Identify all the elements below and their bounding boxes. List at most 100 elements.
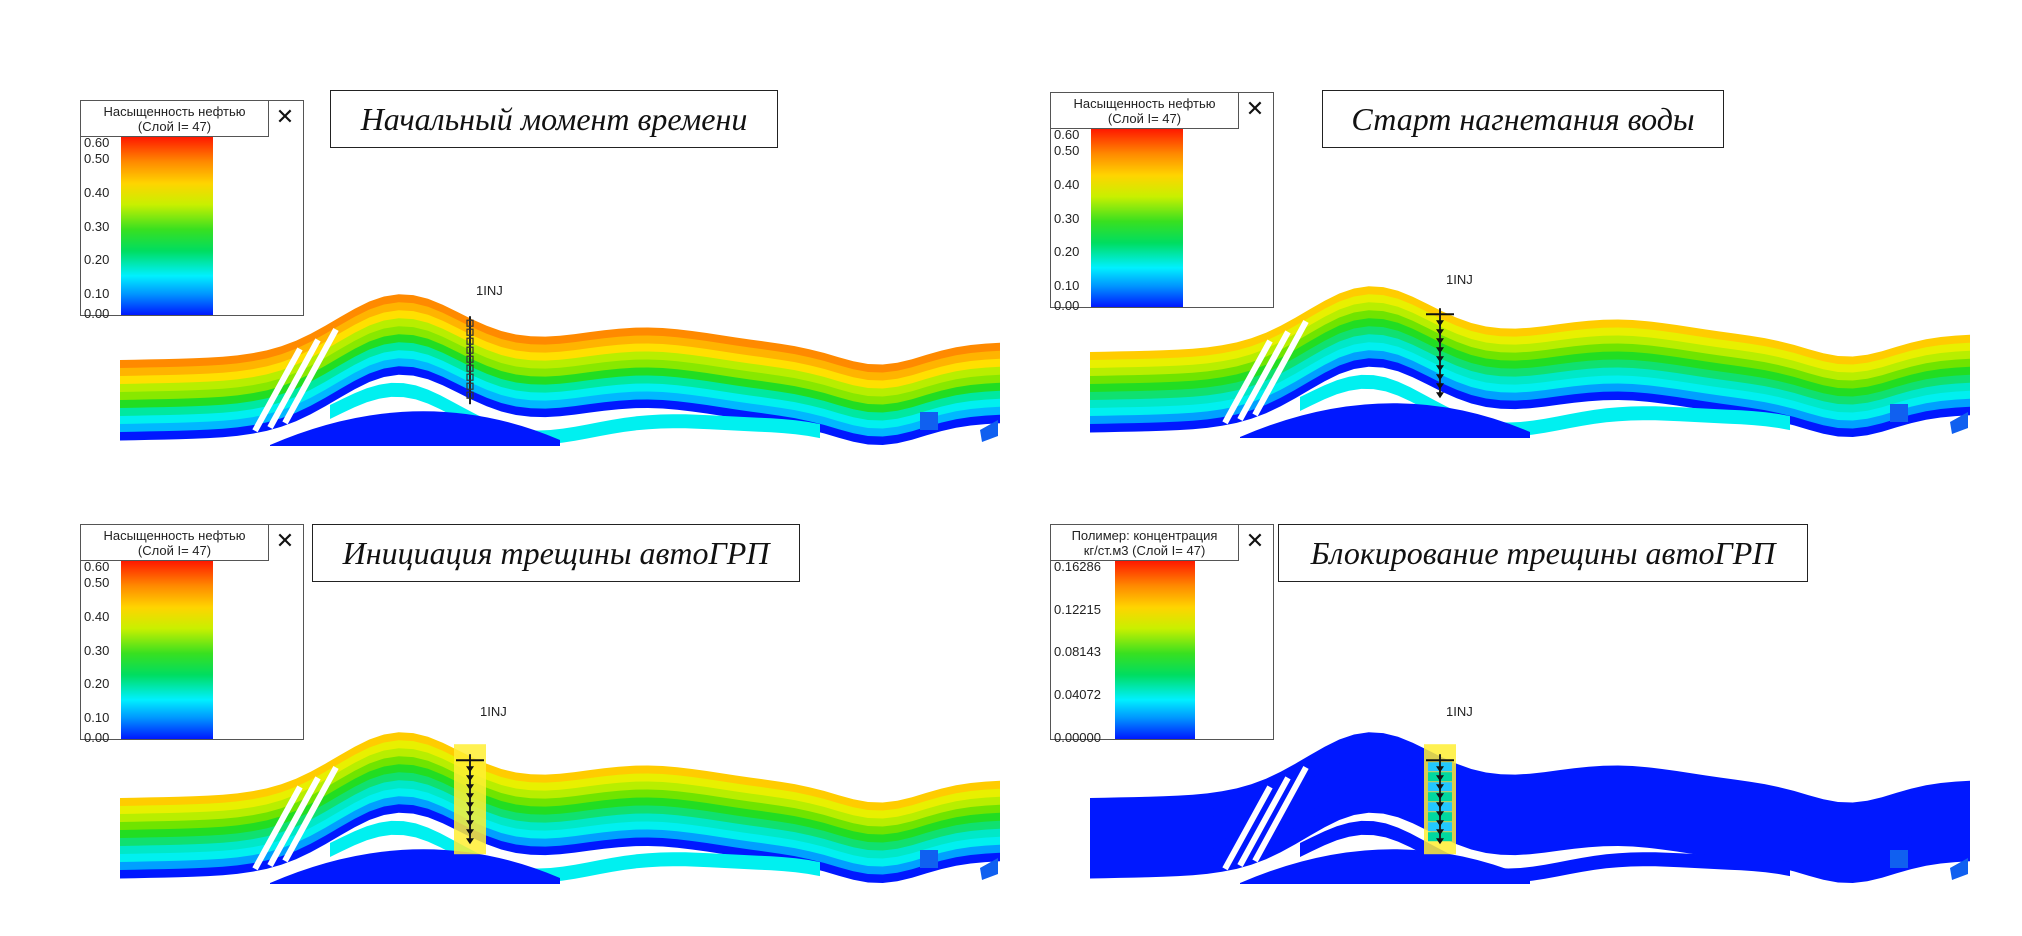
legend-color-bar	[1115, 561, 1195, 739]
injection-marker	[466, 838, 474, 845]
reservoir-layer	[1090, 796, 1970, 875]
legend-tick-label: 0.50	[84, 575, 110, 591]
reservoir-layer	[1090, 748, 1970, 827]
reservoir-layer	[1090, 732, 1970, 811]
legend-oil-saturation: Насыщенность нефтью (Слой I= 47) ✕ 0.60 0.…	[80, 100, 304, 320]
bottom-layer	[270, 411, 560, 446]
legend-oil-saturation: Насыщенность нефтью (Слой I= 47) ✕ 0.60 0.…	[80, 524, 304, 744]
caption: Старт нагнетания воды	[1322, 90, 1724, 148]
injection-marker	[1436, 374, 1444, 381]
legend-title: Насыщенность нефтью (Слой I= 47)	[1051, 93, 1239, 129]
injection-marker	[466, 793, 474, 800]
perforation-marker	[466, 364, 474, 372]
reservoir-layer	[1090, 318, 1970, 397]
reservoir-layer	[120, 788, 1000, 867]
fault-gap	[1222, 785, 1273, 871]
panel-polymer: Полимер: концентрация кг/ст.м3 (Слой I= 4…	[1010, 468, 2020, 936]
isolated-cell	[920, 412, 938, 430]
legend-tick-label: 0.20	[84, 676, 110, 692]
fault-gap	[1237, 776, 1291, 867]
reservoir-layer	[120, 334, 1000, 413]
reservoir-layer	[120, 310, 1000, 389]
reservoir-layer	[120, 326, 1000, 405]
reservoir-layer	[120, 358, 1000, 437]
isolated-cell	[1950, 412, 1968, 434]
legend-tick-label: 0.20	[1054, 244, 1080, 260]
legend-title: Полимер: концентрация кг/ст.м3 (Слой I= 4…	[1051, 525, 1239, 561]
bottom-layer	[1240, 403, 1530, 438]
legend-tick-label: 0.00	[84, 729, 110, 745]
legend-tick-label: 0.10	[84, 710, 110, 726]
legend-tick-label: 0.30	[1054, 210, 1080, 226]
legend-tick-label: 0.00000	[1054, 729, 1101, 745]
isolated-cell	[920, 850, 938, 868]
reservoir-layer	[120, 772, 1000, 851]
injection-marker	[1436, 356, 1444, 363]
legend-tick-label: 0.04072	[1054, 687, 1101, 703]
close-icon[interactable]: ✕	[1245, 97, 1265, 122]
bottom-layer	[270, 849, 560, 884]
injection-marker	[1436, 383, 1444, 390]
reservoir-layer	[120, 350, 1000, 429]
reservoir-layer	[120, 756, 1000, 835]
injection-marker	[1436, 392, 1444, 399]
injection-marker	[466, 775, 474, 782]
injection-marker	[466, 802, 474, 809]
reservoir-layer	[1090, 780, 1970, 859]
injection-marker	[1436, 338, 1444, 345]
fault-gap	[1252, 320, 1309, 417]
close-icon[interactable]: ✕	[275, 105, 295, 130]
reservoir-layer	[1090, 772, 1970, 851]
perforation-marker	[466, 391, 474, 399]
legend-tick-label: 0.10	[1054, 278, 1080, 294]
legend-color-bar	[121, 561, 213, 739]
perforation-marker	[466, 355, 474, 363]
injection-marker	[1436, 802, 1444, 809]
legend-tick-label: 0.12215	[1054, 601, 1101, 617]
well-label: 1INJ	[476, 283, 503, 298]
injection-marker	[1436, 793, 1444, 800]
close-icon[interactable]: ✕	[275, 529, 295, 554]
lower-layer	[1300, 374, 1790, 437]
legend-tick-label: 0.60	[1054, 127, 1080, 142]
caption: Блокирование трещины автоГРП	[1278, 524, 1808, 582]
reservoir-layer	[120, 764, 1000, 843]
injection-marker	[466, 784, 474, 791]
close-icon[interactable]: ✕	[1245, 529, 1265, 554]
fault-gap	[282, 766, 339, 863]
reservoir-layer	[1090, 334, 1970, 413]
legend-title: Насыщенность нефтью (Слой I= 47)	[81, 525, 269, 561]
injection-marker	[1436, 329, 1444, 336]
injection-marker	[1436, 347, 1444, 354]
injection-marker	[466, 811, 474, 818]
fault-gap	[282, 328, 339, 425]
legend-tick-label: 0.60	[84, 135, 110, 150]
fault-gap	[252, 347, 303, 433]
reservoir-layer	[1090, 302, 1970, 381]
legend-title: Насыщенность нефтью (Слой I= 47)	[81, 101, 269, 137]
perforation-marker	[466, 382, 474, 390]
reservoir-layer	[120, 732, 1000, 811]
legend-oil-saturation: Насыщенность нефтью (Слой I= 47) ✕ 0.60 0.…	[1050, 92, 1274, 312]
bottom-layer	[1240, 849, 1530, 884]
reservoir-layer	[120, 804, 1000, 883]
caption: Инициация трещины автоГРП	[312, 524, 800, 582]
reservoir-layer	[120, 780, 1000, 859]
well-label: 1INJ	[1446, 704, 1473, 719]
legend-tick-label: 0.30	[84, 218, 110, 234]
injection-marker	[1436, 365, 1444, 372]
reservoir-section-injection	[1090, 286, 1970, 438]
lower-layer	[330, 820, 820, 883]
legend-color-bar	[1091, 129, 1183, 307]
perforation-marker	[466, 319, 474, 327]
injection-marker	[1436, 766, 1444, 773]
legend-tick-label: 0.40	[1054, 176, 1080, 192]
reservoir-layer	[120, 302, 1000, 381]
injection-marker	[1436, 784, 1444, 791]
legend-tick-label: 0.16286	[1054, 559, 1101, 574]
legend-tick-label: 0.40	[84, 608, 110, 624]
fault-gap	[1237, 330, 1291, 421]
reservoir-layer	[1090, 764, 1970, 843]
reservoir-layer	[1090, 294, 1970, 373]
reservoir-layer	[1090, 358, 1970, 437]
